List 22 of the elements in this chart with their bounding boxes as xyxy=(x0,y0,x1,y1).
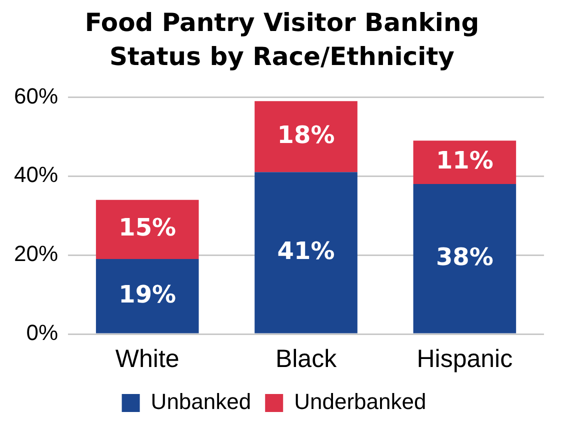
x-tick-label: Black xyxy=(275,344,338,373)
y-tick-label: 60% xyxy=(14,83,58,108)
bar xyxy=(413,140,516,184)
bar xyxy=(413,184,516,334)
y-tick-label: 0% xyxy=(26,320,58,346)
data-label: 38% xyxy=(436,242,494,271)
bar xyxy=(254,101,358,172)
x-tick-label: Hispanic xyxy=(416,344,513,373)
y-tick-label: 20% xyxy=(14,241,58,266)
data-label: 15% xyxy=(118,214,176,242)
legend-label: Underbanked xyxy=(294,389,426,414)
y-tick-label: 40% xyxy=(14,162,58,188)
data-label: 41% xyxy=(277,236,335,265)
data-label: 19% xyxy=(118,280,176,308)
bar xyxy=(96,259,199,334)
data-label: 18% xyxy=(277,120,335,149)
x-tick-label: White xyxy=(115,344,180,373)
bar xyxy=(96,200,199,260)
legend-label: Unbanked xyxy=(150,389,252,414)
chart-title: Food Pantry Visitor Banking Status by Race/Ethnicity xyxy=(84,7,480,73)
bar xyxy=(254,172,358,334)
data-label: 11% xyxy=(436,146,494,175)
